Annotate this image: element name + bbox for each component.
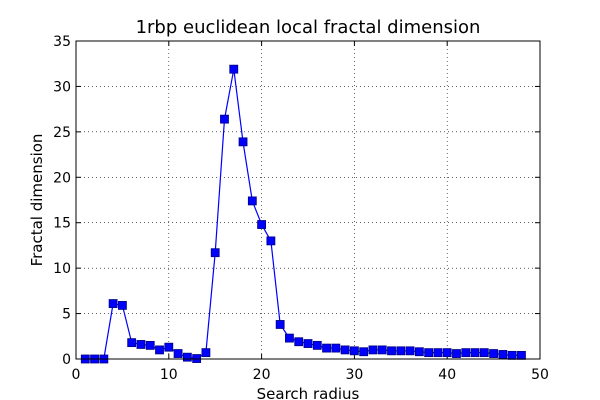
plot-frame xyxy=(75,40,541,360)
data-point xyxy=(470,348,480,358)
y-axis-label: Fractal dimension xyxy=(28,134,46,267)
data-point xyxy=(461,348,471,358)
axis-ticks xyxy=(75,40,541,360)
data-point xyxy=(266,236,276,246)
data-point xyxy=(247,196,257,206)
y-tick-labels: 0 5 10 15 20 25 30 35 xyxy=(53,34,71,368)
data-point xyxy=(489,349,499,358)
data-point xyxy=(201,348,211,358)
y-tick-label: 0 xyxy=(62,352,71,368)
data-point xyxy=(517,350,526,360)
data-point xyxy=(182,352,192,362)
data-point xyxy=(108,299,118,308)
x-tick-label: 30 xyxy=(345,367,363,383)
data-point xyxy=(294,337,304,347)
data-series xyxy=(80,64,526,364)
data-point xyxy=(118,300,127,310)
data-point xyxy=(498,350,508,359)
x-tick-label: 40 xyxy=(438,367,456,383)
data-point xyxy=(257,220,267,229)
data-point xyxy=(127,338,137,348)
data-point xyxy=(359,347,369,357)
data-point xyxy=(173,349,183,358)
data-point xyxy=(396,346,406,356)
data-point xyxy=(405,346,415,356)
data-point xyxy=(210,248,220,258)
x-axis-label: Search radius xyxy=(257,385,360,400)
y-tick-label: 35 xyxy=(53,34,71,50)
y-tick-label: 15 xyxy=(53,216,71,232)
data-point xyxy=(433,348,443,358)
data-point xyxy=(368,345,378,355)
data-point xyxy=(414,347,424,357)
x-tick-label: 0 xyxy=(72,367,81,383)
data-point xyxy=(164,342,174,352)
data-point xyxy=(312,340,322,350)
x-tick-label: 50 xyxy=(531,367,549,383)
data-point xyxy=(377,345,387,355)
data-point xyxy=(275,320,285,329)
data-point xyxy=(285,333,294,343)
y-tick-label: 5 xyxy=(62,307,71,323)
data-point xyxy=(442,348,452,358)
data-point xyxy=(229,64,239,74)
data-point xyxy=(220,114,229,124)
y-tick-label: 20 xyxy=(53,170,71,186)
data-point xyxy=(452,349,461,358)
y-tick-label: 25 xyxy=(53,125,71,141)
data-point xyxy=(387,346,396,356)
y-tick-label: 10 xyxy=(53,261,71,277)
data-point xyxy=(136,340,146,349)
y-tick-label: 30 xyxy=(53,79,71,95)
x-tick-label: 10 xyxy=(160,367,178,383)
data-point xyxy=(331,343,341,353)
data-point xyxy=(238,137,248,147)
data-point xyxy=(322,343,331,353)
data-point xyxy=(145,340,155,350)
series-line xyxy=(85,69,522,360)
data-point xyxy=(340,345,350,355)
data-point xyxy=(155,345,164,355)
data-point xyxy=(349,346,359,356)
x-tick-label: 20 xyxy=(253,367,271,383)
data-point xyxy=(424,348,434,358)
gridlines xyxy=(76,41,540,359)
x-tick-labels: 0 10 20 30 40 50 xyxy=(72,367,549,383)
chart-title: 1rbp euclidean local fractal dimension xyxy=(136,17,481,38)
data-point xyxy=(303,339,313,348)
data-point xyxy=(479,348,489,358)
data-point xyxy=(507,350,517,360)
